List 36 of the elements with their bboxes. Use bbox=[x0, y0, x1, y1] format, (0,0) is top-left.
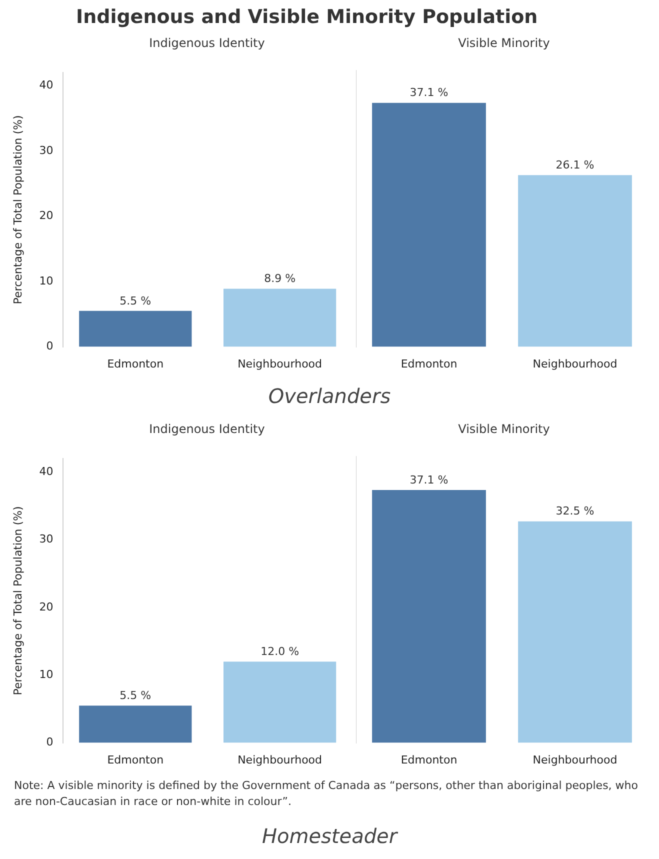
chart-subtitle: Visible Minority bbox=[457, 422, 551, 438]
x-tick-label: Edmonton bbox=[400, 357, 458, 370]
y-tick-label: 0 bbox=[46, 340, 54, 353]
y-tick-label: 20 bbox=[39, 600, 54, 614]
data-label: 26.1 % bbox=[556, 158, 594, 172]
y-tick-label: 40 bbox=[39, 78, 54, 92]
x-tick-label: Edmonton bbox=[107, 357, 164, 370]
y-tick-label: 30 bbox=[39, 144, 54, 157]
y-axis-title: Percentage of Total Population (%) bbox=[11, 506, 24, 696]
text: Homesteader bbox=[260, 824, 400, 848]
y-tick-label: 20 bbox=[39, 209, 54, 222]
chart-subtitle: Indigenous Identity bbox=[148, 36, 266, 52]
x-tick-label: Edmonton bbox=[107, 753, 164, 766]
text: Note: A visible minority is defined by the Government of Canada as “persons, other than aboriginal peoples, who are non-Caucasian in race or non-white in colour”. bbox=[14, 778, 639, 810]
y-tick-label: 10 bbox=[39, 274, 54, 288]
chart-subtitle: Visible Minority bbox=[457, 36, 551, 52]
data-label: 5.5 % bbox=[120, 688, 152, 702]
chart-title: Indigenous and Visible Minority Population bbox=[76, 6, 539, 30]
y-tick-label: 0 bbox=[46, 736, 54, 749]
data-label: 32.5 % bbox=[556, 504, 594, 518]
data-label: 12.0 % bbox=[260, 644, 300, 658]
x-tick-label: Neighbourhood bbox=[238, 357, 322, 370]
x-tick-label: Neighbourhood bbox=[238, 753, 322, 766]
y-axis-title: Percentage of Total Population (%) bbox=[11, 115, 24, 304]
data-label: 37.1 % bbox=[410, 473, 448, 486]
x-tick-label: Neighbourhood bbox=[532, 753, 618, 766]
data-label: 37.1 % bbox=[410, 86, 448, 100]
chart-subtitle: Indigenous Identity bbox=[148, 422, 266, 438]
x-tick-label: Edmonton bbox=[400, 753, 458, 766]
data-label: 8.9 % bbox=[264, 272, 296, 286]
y-tick-label: 40 bbox=[39, 464, 54, 478]
y-tick-label: 30 bbox=[39, 532, 54, 546]
y-tick-label: 10 bbox=[39, 668, 54, 681]
x-tick-label: Neighbourhood bbox=[532, 357, 618, 370]
data-label: 5.5 % bbox=[120, 294, 152, 308]
text: Overlanders bbox=[267, 384, 392, 408]
